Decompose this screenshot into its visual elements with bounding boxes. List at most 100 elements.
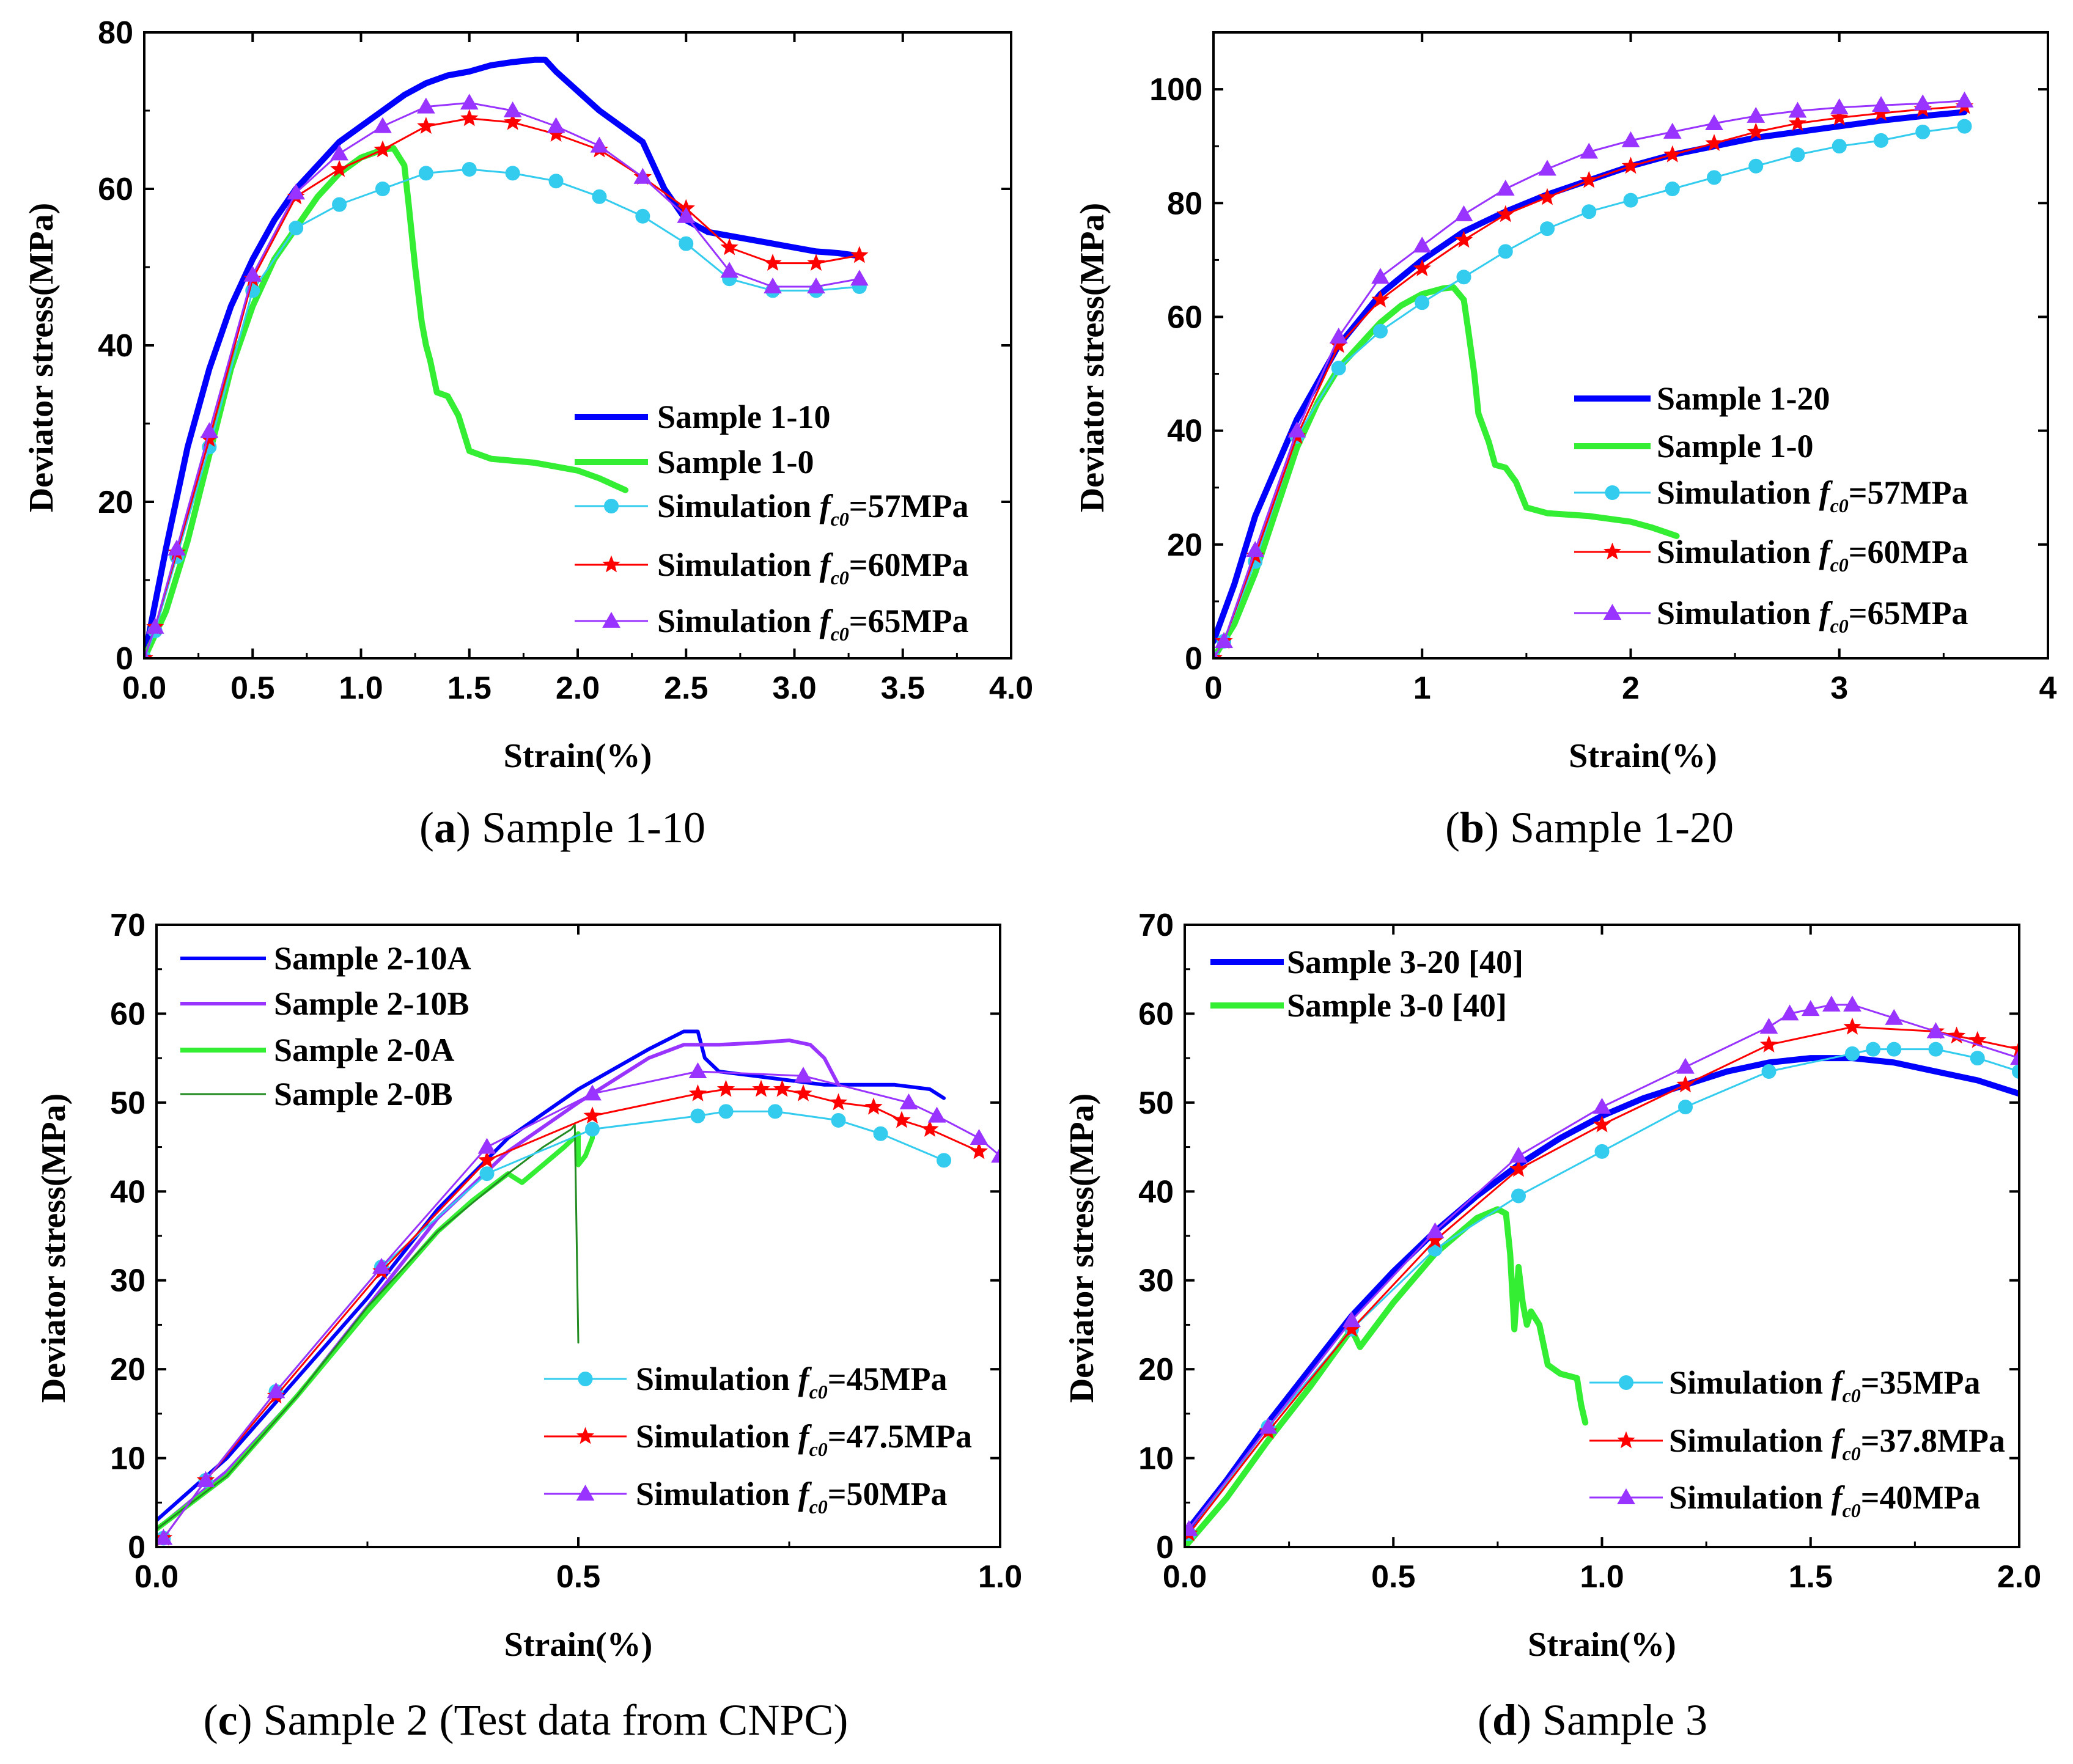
x-tick-label: 2 (1622, 671, 1640, 706)
data-point (720, 238, 738, 255)
series-line (156, 1038, 841, 1531)
series-line (156, 1029, 946, 1523)
legend-entry: Simulation fc0=40MPa (1589, 1479, 1981, 1521)
data-point (899, 1093, 918, 1109)
panel-caption: (a) Sample 1-10 (419, 803, 705, 852)
data-point (1780, 1004, 1799, 1021)
data-point (1496, 179, 1515, 196)
data-point (970, 1142, 989, 1159)
data-point (1511, 1188, 1526, 1204)
legend-label: Sample 1-20 (1657, 380, 1830, 417)
legend-entry: Sample 3-0 [40] (1210, 987, 1507, 1024)
legend-label: Simulation fc0=60MPa (1657, 534, 1968, 576)
data-point (1371, 268, 1390, 284)
legend-marker (1603, 542, 1622, 560)
data-point (1747, 106, 1766, 123)
y-tick-label: 20 (1167, 527, 1202, 563)
data-point (1759, 1035, 1778, 1053)
series-line (156, 1126, 595, 1532)
data-point (794, 1084, 812, 1101)
x-tick-label: 4.0 (989, 671, 1033, 706)
data-point (1594, 1144, 1610, 1159)
data-point (970, 1129, 989, 1145)
data-point (991, 1147, 1000, 1163)
legend-marker (602, 611, 620, 628)
data-point (1413, 259, 1431, 276)
data-point (330, 160, 348, 177)
legend-marker (1617, 1431, 1635, 1449)
series-line (1185, 1206, 1589, 1547)
data-point (1581, 204, 1597, 219)
y-tick-label: 0 (1156, 1530, 1174, 1565)
data-point (850, 246, 869, 263)
series-1 (1213, 284, 1680, 658)
series-line (1185, 1055, 2019, 1537)
data-point (1801, 1000, 1820, 1016)
data-point (418, 166, 433, 181)
data-point (927, 1106, 946, 1123)
data-point (267, 1382, 285, 1398)
data-point (196, 1471, 215, 1487)
data-point (1885, 1009, 1904, 1025)
data-point (1621, 156, 1640, 174)
data-point (590, 136, 609, 153)
data-point (2012, 1064, 2019, 1079)
legend-marker (578, 1372, 593, 1386)
data-point (1342, 1311, 1361, 1328)
data-point (752, 1079, 770, 1097)
data-point (1788, 101, 1807, 118)
series-4 (1213, 91, 1974, 658)
legend-label: Sample 2-0B (274, 1076, 453, 1112)
data-point (289, 221, 304, 235)
data-point (633, 167, 652, 184)
legend-label: Simulation fc0=35MPa (1669, 1364, 1981, 1406)
data-point (462, 162, 477, 177)
legend-label: Sample 2-10B (274, 985, 469, 1022)
y-tick-label: 50 (110, 1086, 145, 1121)
legend-label: Simulation fc0=45MPa (636, 1361, 948, 1403)
data-point (1373, 323, 1388, 339)
data-point (1788, 114, 1807, 131)
x-tick-label: 0.0 (1163, 1559, 1207, 1595)
data-point (585, 1122, 600, 1137)
data-point (375, 182, 390, 196)
legend-entry: Simulation fc0=60MPa (1574, 534, 1968, 576)
legend-label: Simulation fc0=65MPa (1657, 595, 1968, 637)
data-point (1329, 328, 1348, 344)
data-point (1761, 1064, 1777, 1079)
data-point (1540, 221, 1555, 237)
data-point (156, 1529, 173, 1545)
data-point (1830, 108, 1849, 126)
series-3 (1185, 1017, 2019, 1542)
data-point (1215, 632, 1233, 649)
legend-entry: Sample 1-0 (575, 444, 814, 480)
legend-entry: Simulation fc0=57MPa (575, 488, 969, 530)
legend-entry: Sample 2-10B (180, 985, 469, 1022)
data-point (1748, 158, 1764, 174)
data-point (1454, 205, 1473, 221)
data-point (2010, 1049, 2019, 1065)
data-point (1926, 1022, 1945, 1038)
data-point (1874, 133, 1888, 148)
data-point (764, 277, 782, 293)
data-point (893, 1111, 911, 1128)
data-point (1707, 170, 1721, 185)
x-tick-label: 2.5 (664, 671, 708, 706)
data-point (1843, 995, 1861, 1012)
data-point (635, 208, 650, 224)
y-axis-label: Deviator stress(MPa) (23, 203, 61, 512)
data-point (547, 117, 565, 133)
data-point (1947, 1026, 1966, 1044)
series-line (163, 1070, 1000, 1539)
y-tick-label: 80 (1167, 186, 1202, 221)
legend-label: Simulation fc0=50MPa (636, 1476, 948, 1518)
data-point (1845, 1046, 1860, 1061)
data-point (477, 1137, 496, 1154)
x-axis-label: Strain(%) (504, 737, 652, 775)
data-point (583, 1106, 602, 1124)
x-tick-label: 0.5 (556, 1559, 600, 1595)
series-line (144, 56, 858, 658)
data-point (1955, 91, 1974, 108)
data-point (1887, 1042, 1902, 1057)
